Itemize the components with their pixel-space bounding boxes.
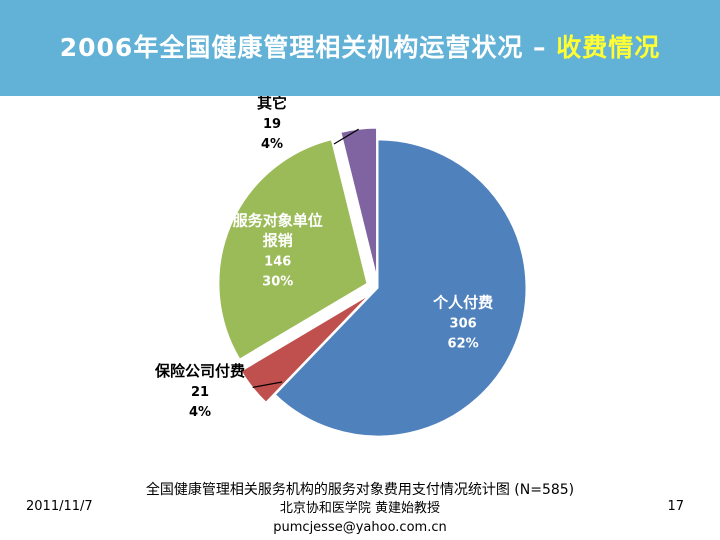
slice-percent: 4% <box>189 405 211 420</box>
title-highlight: 收费情况 <box>556 33 661 62</box>
pie-slice <box>274 139 527 437</box>
header-bar <box>0 0 720 96</box>
slice-label: 个人付费 <box>432 293 493 311</box>
slice-label: 服务对象单位 <box>233 211 323 229</box>
slice-percent: 62% <box>448 336 479 351</box>
footer-date: 2011/11/7 <box>26 499 93 514</box>
slice-value: 19 <box>263 117 281 132</box>
pie-slice <box>340 127 378 277</box>
leader-line <box>252 381 283 389</box>
footer-email: pumcjesse@yahoo.com.cn <box>273 520 447 535</box>
chart-caption: 全国健康管理相关服务机构的服务对象费用支付情况统计图 (N=585) <box>145 482 575 498</box>
slice-label: 报销 <box>263 231 293 249</box>
slice-label: 保险公司付费 <box>154 362 245 380</box>
pie-slice <box>218 139 368 360</box>
slide-title: 2006年全国健康管理相关机构运营状况 – 收费情况 <box>0 0 720 96</box>
slice-label: 其它 <box>257 96 287 112</box>
title-main: 2006年全国健康管理相关机构运营状况 – <box>59 33 557 62</box>
page-number: 17 <box>667 499 684 514</box>
leader-line <box>333 128 359 145</box>
slice-percent: 4% <box>261 137 283 152</box>
slice-value: 306 <box>450 316 477 331</box>
footer-center: 北京协和医学院 黄建始教授 pumcjesse@yahoo.com.cn <box>200 499 520 537</box>
footer-institution: 北京协和医学院 黄建始教授 <box>279 501 441 516</box>
slice-percent: 30% <box>262 274 293 289</box>
slice-value: 21 <box>191 385 209 400</box>
slice-value: 146 <box>264 254 291 269</box>
